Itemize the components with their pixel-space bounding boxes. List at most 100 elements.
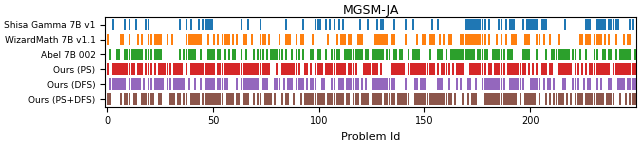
Bar <box>209 78 211 90</box>
Bar <box>241 49 243 60</box>
Bar <box>469 78 471 90</box>
Bar <box>312 49 314 60</box>
Bar <box>614 49 616 60</box>
Bar <box>600 34 602 45</box>
Bar <box>494 49 496 60</box>
Bar <box>588 19 589 30</box>
Bar <box>135 49 137 60</box>
Bar <box>177 93 179 105</box>
Bar <box>390 34 392 45</box>
Bar <box>114 78 116 90</box>
Bar <box>287 93 289 105</box>
Bar <box>401 49 403 60</box>
Bar <box>190 34 192 45</box>
Bar <box>335 49 337 60</box>
Bar <box>359 49 361 60</box>
Bar <box>492 78 494 90</box>
Bar <box>226 78 228 90</box>
Bar <box>249 78 251 90</box>
Bar <box>141 64 143 75</box>
Bar <box>416 34 418 45</box>
Bar <box>412 49 413 60</box>
Bar <box>539 34 541 45</box>
Bar <box>160 34 162 45</box>
Bar <box>541 19 543 30</box>
Bar <box>513 64 515 75</box>
Bar <box>588 93 589 105</box>
Bar <box>502 93 504 105</box>
Bar <box>634 78 636 90</box>
Bar <box>264 78 266 90</box>
Bar <box>557 49 559 60</box>
Bar <box>323 78 325 90</box>
Bar <box>287 78 289 90</box>
Bar <box>534 78 536 90</box>
Bar <box>209 19 211 30</box>
Bar <box>213 49 215 60</box>
Bar <box>179 78 181 90</box>
Bar <box>433 64 435 75</box>
Bar <box>609 78 611 90</box>
Bar <box>137 64 139 75</box>
Bar <box>518 64 520 75</box>
Bar <box>376 19 378 30</box>
Bar <box>543 34 545 45</box>
Bar <box>344 49 346 60</box>
Bar <box>226 64 228 75</box>
Bar <box>351 34 353 45</box>
Bar <box>473 64 475 75</box>
Bar <box>448 64 450 75</box>
Bar <box>380 34 382 45</box>
Bar <box>346 49 348 60</box>
Bar <box>186 49 188 60</box>
Bar <box>532 19 534 30</box>
Bar <box>251 64 253 75</box>
Bar <box>340 78 342 90</box>
Bar <box>253 49 255 60</box>
Bar <box>433 34 435 45</box>
Bar <box>479 64 481 75</box>
Bar <box>192 34 194 45</box>
Bar <box>380 78 382 90</box>
Bar <box>122 78 124 90</box>
Bar <box>215 93 217 105</box>
Bar <box>211 78 213 90</box>
Bar <box>429 64 431 75</box>
Bar <box>429 93 431 105</box>
Bar <box>431 93 433 105</box>
Bar <box>477 64 479 75</box>
Bar <box>281 64 283 75</box>
Bar <box>422 78 424 90</box>
Bar <box>221 64 223 75</box>
Bar <box>211 49 213 60</box>
Bar <box>127 49 128 60</box>
Bar <box>330 19 332 30</box>
Bar <box>129 49 131 60</box>
Bar <box>218 34 219 45</box>
Bar <box>291 78 293 90</box>
Bar <box>200 34 202 45</box>
Bar <box>150 34 152 45</box>
Bar <box>509 93 511 105</box>
Bar <box>437 64 439 75</box>
Bar <box>520 93 522 105</box>
Bar <box>509 78 511 90</box>
Bar <box>244 78 246 90</box>
Bar <box>317 93 319 105</box>
Bar <box>499 64 500 75</box>
Bar <box>118 64 120 75</box>
Bar <box>378 78 380 90</box>
Bar <box>236 78 238 90</box>
Bar <box>380 19 382 30</box>
Bar <box>524 49 525 60</box>
Bar <box>424 34 426 45</box>
Bar <box>166 78 168 90</box>
Bar <box>302 34 304 45</box>
Bar <box>220 78 221 90</box>
Bar <box>442 49 444 60</box>
Bar <box>515 64 517 75</box>
Bar <box>264 64 266 75</box>
Bar <box>471 64 473 75</box>
Bar <box>545 93 547 105</box>
Bar <box>198 19 200 30</box>
